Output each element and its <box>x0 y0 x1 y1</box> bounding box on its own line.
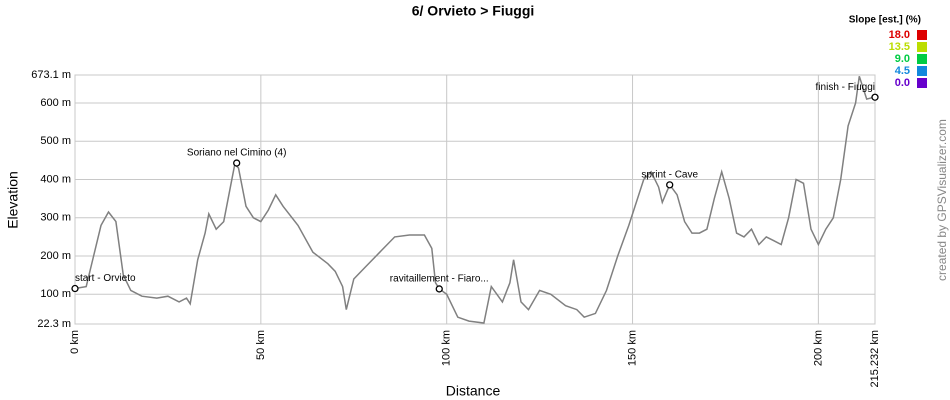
y-tick-label: 22.3 m <box>37 318 71 330</box>
waypoint-label: ravitaillement - Fiaro... <box>390 274 489 285</box>
legend-swatch <box>917 78 927 88</box>
x-tick-label: 50 km <box>255 330 267 360</box>
waypoint-label: sprint - Cave <box>641 169 698 180</box>
legend-swatch <box>917 30 927 40</box>
waypoint-marker <box>871 93 879 101</box>
x-tick-label: 0 km <box>69 330 81 354</box>
legend-swatch <box>917 66 927 76</box>
legend-title: Slope [est.] (%) <box>849 15 921 26</box>
legend-label: 13.5 <box>889 41 910 53</box>
waypoint-label: Soriano nel Cimino (4) <box>187 148 287 159</box>
legend-swatch <box>917 42 927 52</box>
y-axis-label: Elevation <box>5 171 21 229</box>
x-axis-label: Distance <box>446 383 501 399</box>
y-tick-label: 200 m <box>40 250 71 262</box>
legend-swatch <box>917 54 927 64</box>
waypoint-marker <box>71 284 79 293</box>
legend-label: 4.5 <box>895 65 910 77</box>
waypoint-marker <box>233 159 241 167</box>
x-tick-label: 150 km <box>626 330 638 366</box>
y-tick-label: 100 m <box>40 288 71 300</box>
x-tick-label: 200 km <box>812 330 824 366</box>
legend-label: 9.0 <box>895 53 910 65</box>
legend-label: 0.0 <box>895 77 910 89</box>
y-tick-label: 673.1 m <box>31 69 71 81</box>
waypoint-marker <box>666 181 674 189</box>
legend-label: 18.0 <box>889 29 910 41</box>
waypoint-label: finish - Fiuggi <box>816 82 875 93</box>
x-tick-label: 215.232 km <box>869 330 881 387</box>
chart-title: 6/ Orvieto > Fiuggi <box>412 3 535 19</box>
credit: created by GPSVisualizer.com <box>935 119 949 281</box>
y-tick-label: 300 m <box>40 212 71 224</box>
plot-frame <box>74 74 876 325</box>
waypoint-label: start - Orvieto <box>75 273 136 284</box>
waypoint-marker <box>435 285 443 293</box>
x-tick-label: 100 km <box>441 330 453 366</box>
elevation-line <box>74 75 875 324</box>
y-tick-label: 400 m <box>40 173 71 185</box>
y-tick-label: 500 m <box>40 135 71 147</box>
y-tick-label: 600 m <box>40 97 71 109</box>
